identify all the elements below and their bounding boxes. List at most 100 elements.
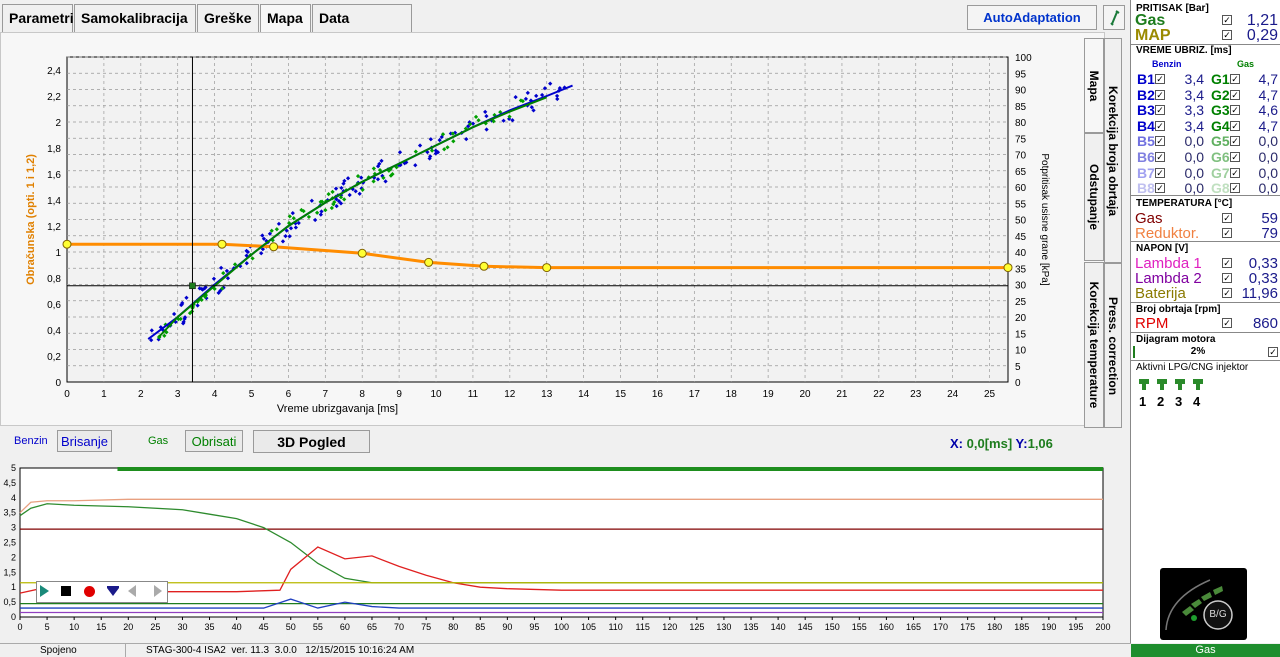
benzin-point xyxy=(353,189,358,194)
dijagram-checkbox[interactable]: ✓ xyxy=(1268,347,1278,357)
temp-gas-checkbox[interactable]: ✓ xyxy=(1222,213,1232,223)
gas-col-label: Gas xyxy=(1237,59,1255,69)
tab-press-correction[interactable]: Press. correction xyxy=(1104,263,1122,428)
gas-inj-label: G8 xyxy=(1211,180,1230,197)
rec-x-tick-label: 30 xyxy=(177,622,187,632)
gas-pressure-value: 1,21 xyxy=(1246,12,1278,29)
tab-odstupanje[interactable]: Odstupanje xyxy=(1084,133,1104,261)
benzin-point xyxy=(260,233,265,238)
obrisati-button[interactable]: Obrisati xyxy=(185,430,243,452)
benzin-point xyxy=(309,198,314,203)
bg-switch-widget[interactable]: B/G xyxy=(1160,568,1247,640)
benzin-point xyxy=(171,311,177,317)
y-right-tick-label: 65 xyxy=(1015,167,1027,178)
tab-korekcija-obrtaja[interactable]: Korekcija broja obrtaja xyxy=(1104,38,1122,263)
benzin-inj-value: 0,0 xyxy=(1184,164,1204,181)
baterija-label: Baterija xyxy=(1135,285,1186,302)
y-right-tick-label: 25 xyxy=(1015,297,1027,308)
y-right-tick-label: 20 xyxy=(1015,313,1027,324)
rec-y-tick-label: 3,5 xyxy=(3,508,16,518)
rec-x-tick-label: 195 xyxy=(1068,622,1083,632)
tab-korekcija-obrtaja-label: Korekcija broja obrtaja xyxy=(1106,85,1120,216)
x-tick-label: 17 xyxy=(689,389,701,400)
x-tick-label: 9 xyxy=(396,389,402,400)
temp-reduktor-checkbox[interactable]: ✓ xyxy=(1222,228,1232,238)
benzin-inj-checkbox[interactable]: ✓ xyxy=(1155,167,1165,178)
prev-icon[interactable] xyxy=(128,585,136,597)
benzin-point xyxy=(357,191,362,196)
benzin-inj-label: B5 xyxy=(1137,133,1155,150)
download-icon[interactable] xyxy=(106,585,120,597)
y-left-axis-label: Obračunska (opti. 1 i 1,2) xyxy=(25,154,37,285)
gas-pressure-checkbox[interactable]: ✓ xyxy=(1222,15,1232,25)
tab-mapa[interactable]: Mapa xyxy=(1084,38,1104,133)
benzin-point xyxy=(284,228,289,233)
injector-icon xyxy=(1138,378,1150,392)
rpm-checkbox[interactable]: ✓ xyxy=(1222,318,1232,328)
y-left-tick-label: 0,4 xyxy=(47,326,61,337)
gas-point xyxy=(301,208,306,214)
recorder-chart[interactable]: 00,511,522,533,544,550 5 10 15 20 25 30 35 40 45 5… xyxy=(0,458,1128,644)
rec-x-tick-label: 150 xyxy=(825,622,840,632)
gas-inj-label: G6 xyxy=(1211,149,1230,165)
recorder-plot-area xyxy=(19,467,1104,618)
rec-y-tick-label: 2 xyxy=(11,552,16,562)
tab-samokalibracija[interactable]: Samokalibracija xyxy=(74,4,196,32)
record-icon[interactable] xyxy=(84,586,95,597)
map-checkbox[interactable]: ✓ xyxy=(1222,30,1232,40)
lambda1-value: 0,33 xyxy=(1248,255,1278,272)
gas-inj-checkbox[interactable]: ✓ xyxy=(1230,136,1240,147)
gas-inj-checkbox[interactable]: ✓ xyxy=(1230,105,1240,116)
autoadaptation-button[interactable]: AutoAdaptation xyxy=(967,5,1097,30)
gas-inj-checkbox[interactable]: ✓ xyxy=(1230,120,1240,131)
tab-parametri[interactable]: Parametri xyxy=(2,4,74,32)
benzin-inj-value: 0,0 xyxy=(1184,180,1204,197)
wrench-button[interactable] xyxy=(1103,5,1125,30)
tab-korekcija-temperature[interactable]: Korekcija temperature xyxy=(1084,262,1104,428)
brisanje-button[interactable]: Brisanje xyxy=(57,430,112,452)
tab-mapa[interactable]: Mapa xyxy=(260,4,311,32)
benzin-point xyxy=(149,328,154,333)
next-icon[interactable] xyxy=(154,585,162,597)
benzin-point xyxy=(202,286,207,291)
tab-data-recorder[interactable]: Data recorder xyxy=(312,4,412,53)
map-chart[interactable]: 0 1 2 3 4 5 6 7 8 9 10 11 12 13 14 15 16 17 18 19 20 21 22 23 24… xyxy=(0,32,1060,426)
gas-inj-value: 0,0 xyxy=(1258,180,1278,197)
gas-point xyxy=(232,262,238,267)
benzin-inj-checkbox[interactable]: ✓ xyxy=(1155,136,1165,147)
rec-x-tick-label: 105 xyxy=(581,622,596,632)
benzin-inj-checkbox[interactable]: ✓ xyxy=(1155,74,1165,84)
x-tick-label: 23 xyxy=(910,389,922,400)
benzin-inj-checkbox[interactable]: ✓ xyxy=(1155,120,1165,131)
benzin-inj-checkbox[interactable]: ✓ xyxy=(1155,89,1165,100)
x-tick-label: 10 xyxy=(430,389,442,400)
lambda1-checkbox[interactable]: ✓ xyxy=(1222,258,1232,268)
lambda2-checkbox[interactable]: ✓ xyxy=(1222,273,1232,283)
gas-point xyxy=(178,316,183,322)
benzin-inj-checkbox[interactable]: ✓ xyxy=(1155,183,1165,194)
orange-point xyxy=(62,239,72,249)
baterija-checkbox[interactable]: ✓ xyxy=(1222,288,1232,298)
play-icon[interactable] xyxy=(40,585,49,597)
tab-greške[interactable]: Greške xyxy=(197,4,259,32)
gas-point xyxy=(274,227,279,232)
gas-inj-checkbox[interactable]: ✓ xyxy=(1230,152,1240,162)
rec-x-tick-label: 125 xyxy=(689,622,704,632)
gas-point xyxy=(250,256,255,261)
gas-inj-checkbox[interactable]: ✓ xyxy=(1230,183,1240,194)
orange-point xyxy=(217,239,227,249)
rpm-label: RPM xyxy=(1135,315,1169,332)
3d-pogled-button[interactable]: 3D Pogled xyxy=(253,430,370,453)
benzin-point xyxy=(283,234,288,239)
benzin-inj-value: 3,4 xyxy=(1184,71,1204,87)
stop-icon[interactable] xyxy=(61,586,71,596)
gas-inj-checkbox[interactable]: ✓ xyxy=(1230,167,1240,178)
benzin-inj-checkbox[interactable]: ✓ xyxy=(1155,152,1165,162)
benzin-inj-checkbox[interactable]: ✓ xyxy=(1155,105,1165,116)
rec-x-tick-label: 180 xyxy=(987,622,1002,632)
gas-inj-checkbox[interactable]: ✓ xyxy=(1230,89,1240,100)
device-version: ver. 11.3 xyxy=(231,645,270,656)
gas-inj-checkbox[interactable]: ✓ xyxy=(1230,74,1240,84)
benzin-inj-label: B2 xyxy=(1137,86,1155,103)
injector-number: 2 xyxy=(1157,394,1165,409)
